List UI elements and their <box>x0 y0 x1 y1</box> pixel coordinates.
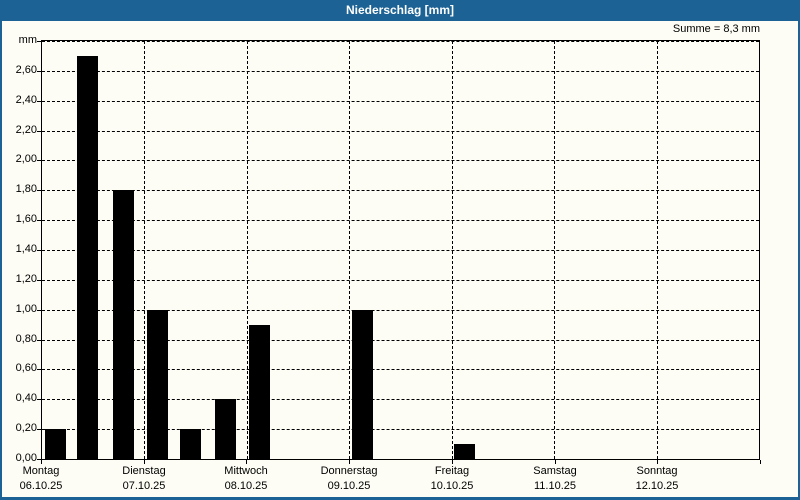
y-tick-mark <box>37 369 41 370</box>
x-axis-day-label: Mittwoch 08.10.25 <box>196 464 296 494</box>
day-name-label: Samstag <box>533 465 577 477</box>
y-tick-label: 0,60 <box>15 362 37 374</box>
y-tick-mark <box>37 459 41 460</box>
precipitation-bar <box>215 399 236 459</box>
precipitation-bar <box>147 310 168 459</box>
day-gridline <box>452 41 453 459</box>
day-date-label: 09.10.25 <box>327 480 371 492</box>
y-gridline <box>42 190 759 192</box>
y-gridline <box>42 369 759 371</box>
x-tick-mark <box>144 460 145 464</box>
x-axis-day-label: Dienstag 07.10.25 <box>94 464 194 494</box>
day-name-label: Montag <box>22 465 60 477</box>
y-tick-label: 2,40 <box>15 94 37 106</box>
y-gridline <box>42 399 759 401</box>
precipitation-bar <box>249 325 270 459</box>
window-titlebar: Niederschlag [mm] <box>2 0 798 21</box>
y-gridline <box>42 250 759 251</box>
y-tick-mark <box>37 280 41 281</box>
y-gridline <box>42 220 759 222</box>
y-tick-label: 1,40 <box>15 243 37 255</box>
y-gridline <box>42 309 759 311</box>
y-tick-label: 0,00 <box>15 452 37 464</box>
day-date-label: 10.10.25 <box>430 480 474 492</box>
x-tick-mark <box>555 460 556 464</box>
precipitation-bar <box>352 310 373 459</box>
sum-label: Summe = 8,3 mm <box>672 23 760 35</box>
x-tick-mark <box>41 460 42 464</box>
x-axis-day-label: Donnerstag 09.10.25 <box>299 464 399 494</box>
day-name-label: Sonntag <box>636 465 678 477</box>
y-tick-mark <box>37 250 41 251</box>
y-tick-mark <box>37 160 41 161</box>
x-axis-day-label: Sonntag 12.10.25 <box>607 464 707 494</box>
day-name-label: Freitag <box>434 465 470 477</box>
x-tick-mark <box>657 460 658 464</box>
precipitation-bar <box>180 429 201 459</box>
y-tick-mark <box>37 399 41 400</box>
y-gridline <box>42 100 759 102</box>
x-axis-day-label: Montag 06.10.25 <box>2 464 91 494</box>
y-gridline <box>42 339 759 341</box>
y-tick-label: 2,20 <box>15 124 37 136</box>
x-tick-mark <box>452 460 453 464</box>
precipitation-bar <box>454 444 475 459</box>
y-tick-label: 0,80 <box>15 333 37 345</box>
y-tick-label: 2,60 <box>15 64 37 76</box>
x-axis-day-label: Freitag 10.10.25 <box>402 464 502 494</box>
y-tick-mark <box>37 131 41 132</box>
precipitation-bar <box>77 56 98 459</box>
day-gridline <box>554 41 555 459</box>
x-tick-mark <box>760 460 761 464</box>
day-name-label: Mittwoch <box>224 465 268 477</box>
day-date-label: 11.10.25 <box>533 480 576 492</box>
day-gridline <box>349 41 350 459</box>
y-tick-label: 1,60 <box>15 213 37 225</box>
y-tick-mark <box>37 190 41 191</box>
day-name-label: Dienstag <box>122 465 166 477</box>
y-tick-label: 2,00 <box>15 153 37 165</box>
x-tick-mark <box>349 460 350 464</box>
day-date-label: 07.10.25 <box>122 480 166 492</box>
x-tick-mark <box>246 460 247 464</box>
y-tick-mark <box>37 429 41 430</box>
day-gridline <box>657 41 658 459</box>
y-tick-mark <box>37 340 41 341</box>
y-tick-mark <box>37 220 41 221</box>
day-gridline <box>144 41 145 459</box>
y-gridline <box>42 70 759 72</box>
y-tick-label: 1,80 <box>15 183 37 195</box>
y-tick-mark <box>37 41 41 42</box>
day-gridline <box>247 41 248 459</box>
y-gridline <box>42 160 759 162</box>
y-tick-mark <box>37 71 41 72</box>
y-tick-label: 1,20 <box>15 273 37 285</box>
y-tick-label: 1,00 <box>15 303 37 315</box>
plot-area <box>41 40 760 460</box>
day-name-label: Donnerstag <box>320 465 378 477</box>
y-axis-unit-label: mm <box>18 34 37 46</box>
y-gridline <box>42 429 759 431</box>
y-gridline <box>42 41 759 42</box>
day-date-label: 06.10.25 <box>19 480 63 492</box>
day-date-label: 08.10.25 <box>224 480 268 492</box>
precipitation-bar <box>113 190 134 459</box>
window-title: Niederschlag [mm] <box>345 3 455 17</box>
y-tick-label: 0,20 <box>15 422 37 434</box>
precipitation-bar <box>45 429 66 459</box>
y-tick-mark <box>37 101 41 102</box>
y-tick-mark <box>37 310 41 311</box>
x-axis-day-label: Samstag 11.10.25 <box>505 464 605 494</box>
y-gridline <box>42 130 759 132</box>
y-tick-label: 0,40 <box>15 392 37 404</box>
day-date-label: 12.10.25 <box>635 480 679 492</box>
y-gridline <box>42 279 759 281</box>
